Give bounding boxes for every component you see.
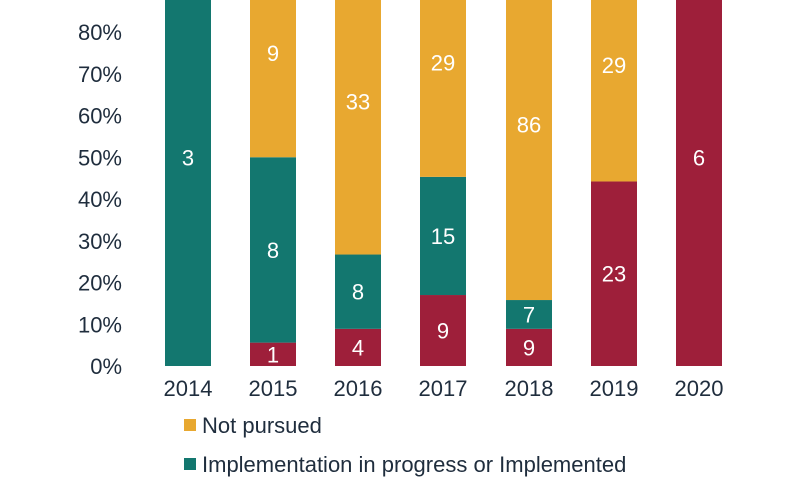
bar-value-label: 29 [431, 51, 455, 76]
y-tick-label: 40% [78, 187, 122, 212]
legend-swatch [184, 458, 196, 470]
bar-segment [335, 0, 381, 255]
y-tick-label: 30% [78, 229, 122, 254]
legend-label: Not pursued [202, 413, 322, 438]
x-tick-label: 2020 [675, 376, 724, 401]
bar-value-label: 4 [352, 335, 364, 360]
bar-value-label: 29 [602, 53, 626, 78]
bar-segment [335, 254, 381, 329]
bar-segment [591, 181, 637, 366]
x-tick-label: 2019 [590, 376, 639, 401]
bar-segment [165, 0, 211, 366]
bar-segment [250, 157, 296, 343]
x-tick-label: 2015 [249, 376, 298, 401]
y-tick-label: 80% [78, 20, 122, 45]
y-tick-label: 70% [78, 62, 122, 87]
bar-value-label: 9 [523, 335, 535, 360]
bar-value-label: 8 [267, 238, 279, 263]
bar-value-label: 33 [346, 90, 370, 115]
bar-value-label: 8 [352, 280, 364, 305]
bar-value-label: 9 [267, 41, 279, 66]
bar-value-label: 9 [437, 319, 449, 344]
bar-segment [335, 328, 381, 366]
x-tick-label: 2017 [419, 376, 468, 401]
bar-value-label: 15 [431, 224, 455, 249]
bar-segment [250, 342, 296, 366]
x-tick-label: 2016 [334, 376, 383, 401]
bar-segment [420, 0, 466, 177]
bar-segment [420, 295, 466, 366]
bar-segment [506, 328, 552, 366]
bar-segment [250, 0, 296, 158]
bar-segment [676, 0, 722, 366]
bar-segment [506, 300, 552, 329]
bar-value-label: 7 [523, 302, 535, 327]
y-tick-label: 20% [78, 271, 122, 296]
bar-value-label: 1 [267, 342, 279, 367]
bar-segment [420, 176, 466, 296]
y-tick-label: 50% [78, 145, 122, 170]
y-tick-label: 0% [90, 354, 122, 379]
legend-swatch [184, 419, 196, 431]
bar-segment [506, 0, 552, 301]
bar-value-label: 6 [693, 145, 705, 170]
x-tick-label: 2014 [164, 376, 213, 401]
bar-segment [591, 0, 637, 182]
bar-value-label: 23 [602, 262, 626, 287]
bar-value-label: 3 [182, 145, 194, 170]
x-tick-label: 2018 [505, 376, 554, 401]
y-tick-label: 10% [78, 312, 122, 337]
y-tick-label: 60% [78, 104, 122, 129]
bar-value-label: 86 [517, 112, 541, 137]
legend-label: Implementation in progress or Implemente… [202, 452, 626, 477]
